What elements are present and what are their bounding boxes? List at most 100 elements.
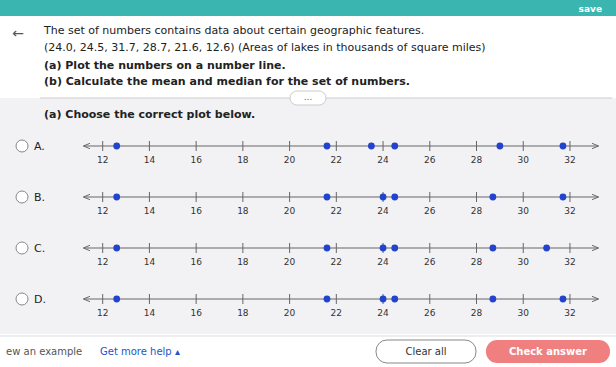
tick [523,141,524,151]
tick-label: 16 [190,257,202,267]
tick-label: 18 [237,257,249,267]
tick [149,141,150,151]
tick-label: 18 [237,308,249,318]
back-arrow[interactable]: ← [12,25,24,41]
radio-button[interactable] [16,293,28,305]
tick [196,192,197,202]
dot [380,194,387,201]
panel [0,98,616,334]
radio-button[interactable] [16,140,28,152]
tick [242,192,243,202]
instruction: (b) Calculate the mean and median for th… [44,75,410,88]
tick [196,243,197,253]
dot [380,245,387,252]
tick [289,192,290,202]
tick-label: 16 [190,206,202,216]
tick [196,294,197,304]
tick-label: 26 [424,155,436,165]
tick-label: 20 [284,257,296,267]
tick [102,294,103,304]
radio-button[interactable] [16,191,28,203]
tick-label: 26 [424,308,436,318]
tick-label: 14 [144,206,156,216]
tick [336,192,337,202]
option-label[interactable]: B. [34,191,45,204]
tick [383,141,384,151]
tick-label: 22 [331,308,342,318]
dot [543,245,550,252]
tick [102,192,103,202]
tick-label: 20 [284,155,296,165]
tick [476,192,477,202]
dot [391,194,398,201]
dot [560,194,567,201]
tick-label: 12 [97,206,108,216]
tick-label: 12 [97,257,108,267]
tick-label: 14 [144,257,156,267]
tick [242,294,243,304]
tick-label: 18 [237,155,249,165]
tick-label: 32 [564,155,575,165]
tick [429,141,430,151]
tick-label: 32 [564,308,575,318]
tick [569,294,570,304]
radio-button[interactable] [16,242,28,254]
more-button[interactable] [290,91,326,105]
option-label[interactable]: A. [34,140,45,153]
tick-label: 16 [190,155,202,165]
tick [429,294,430,304]
tick-label: 30 [518,257,530,267]
top-bar [0,0,616,16]
data-line: (24.0, 24.5, 31.7, 28.7, 21.6, 12.6) (Ar… [44,41,486,54]
tick-label: 24 [377,206,389,216]
tick [289,141,290,151]
tick-label: 24 [377,155,389,165]
dot [324,245,331,252]
dot [391,143,398,150]
check-button[interactable] [486,340,610,363]
tick-label: 28 [471,206,483,216]
tick [102,141,103,151]
tick [523,243,524,253]
tick-label: 22 [331,206,342,216]
tick-label: 30 [518,308,530,318]
dot [380,296,387,303]
tick-label: 30 [518,155,530,165]
dot [113,194,120,201]
clear-button[interactable] [376,340,476,363]
clear-button-label[interactable]: Clear all [405,346,446,357]
tick [149,243,150,253]
tick [569,243,570,253]
dot [113,143,120,150]
tick [102,243,103,253]
more-button-label[interactable]: ... [304,92,313,102]
dot [489,194,496,201]
tick-label: 20 [284,206,296,216]
tick [429,192,430,202]
tick-label: 26 [424,257,436,267]
tick-label: 18 [237,206,249,216]
page: save←The set of numbers contains data ab… [0,0,616,367]
tick-label: 22 [331,155,342,165]
number-line [84,299,598,300]
tick [196,141,197,151]
help-link[interactable]: Get more help ▴ [100,346,180,357]
tick-label: 12 [97,155,108,165]
tick [289,243,290,253]
tick [149,192,150,202]
tick [476,243,477,253]
save-button[interactable]: save [579,4,602,14]
option-label[interactable]: D. [34,293,46,306]
dot [324,143,331,150]
example-link[interactable]: ew an example [6,346,82,357]
tick [336,141,337,151]
check-button-label[interactable]: Check answer [509,346,587,357]
tick [429,243,430,253]
tick [242,243,243,253]
dots [113,245,550,252]
tick-label: 28 [471,155,483,165]
dot [496,143,503,150]
footer-separator [0,336,616,337]
tick [523,294,524,304]
option-label[interactable]: C. [34,242,45,255]
